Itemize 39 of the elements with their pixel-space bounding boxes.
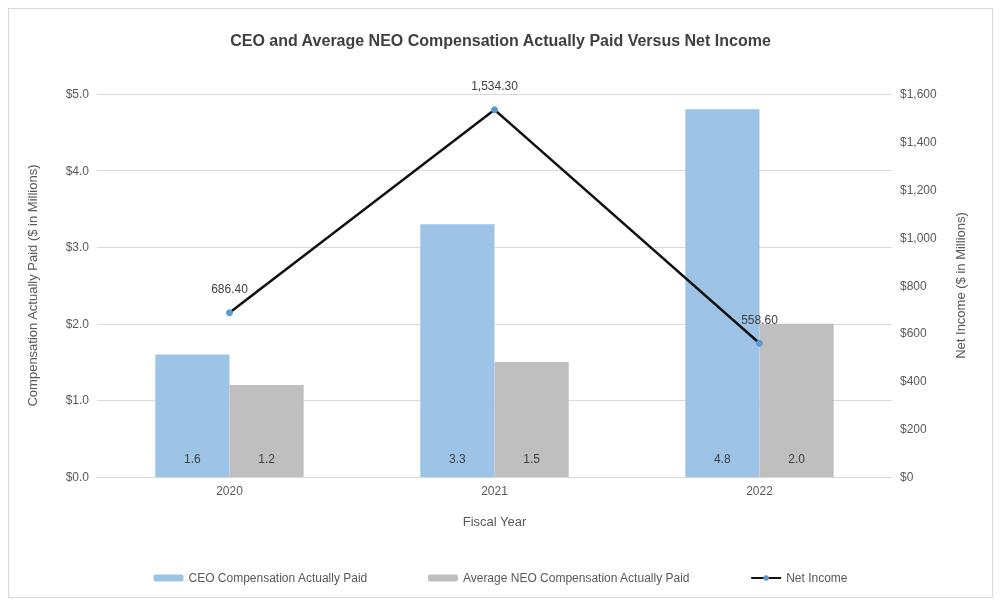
y2-tick-label: $1,200 bbox=[900, 182, 938, 197]
x-axis-title: Fiscal Year bbox=[462, 514, 527, 529]
data-label: 1.6 bbox=[184, 452, 202, 466]
y-tick-label: $2.0 bbox=[65, 316, 90, 331]
x-tick-label: 2021 bbox=[481, 484, 509, 498]
y-tick-label: $4.0 bbox=[65, 163, 90, 178]
y2-tick-label: $800 bbox=[900, 278, 928, 293]
y-tick-label: $1.0 bbox=[65, 393, 90, 408]
data-label: 3.3 bbox=[449, 452, 467, 466]
bar bbox=[759, 323, 834, 477]
y2-tick-label: $200 bbox=[900, 422, 928, 437]
legend-label: Average NEO Compensation Actually Paid bbox=[462, 571, 690, 585]
bar bbox=[420, 224, 495, 477]
y2-tick-label: $400 bbox=[900, 374, 928, 389]
y-tick-label: $3.0 bbox=[65, 240, 90, 255]
y2-tick-label: $600 bbox=[900, 326, 928, 341]
bar bbox=[494, 362, 569, 477]
legend-label: CEO Compensation Actually Paid bbox=[188, 571, 368, 585]
y2-axis-title: Net Income ($ in Millions) bbox=[953, 212, 968, 359]
data-label: 1,534.30 bbox=[471, 79, 519, 94]
data-label: 1.2 bbox=[258, 452, 276, 466]
bar bbox=[229, 385, 304, 477]
data-label: 4.8 bbox=[714, 452, 732, 466]
y2-tick-label: $0 bbox=[900, 470, 914, 484]
data-label: 558.60 bbox=[741, 312, 779, 327]
data-label: 2.0 bbox=[788, 452, 806, 466]
x-tick-label: 2022 bbox=[746, 484, 774, 498]
y2-tick-label: $1,400 bbox=[900, 134, 938, 149]
data-label: 1.5 bbox=[523, 452, 541, 466]
y-tick-label: $5.0 bbox=[65, 87, 90, 101]
y-tick-label: $0.0 bbox=[65, 470, 90, 484]
y2-tick-label: $1,000 bbox=[900, 230, 938, 245]
x-tick-label: 2020 bbox=[216, 484, 244, 498]
bar bbox=[155, 354, 230, 477]
legend-label: Net Income bbox=[786, 571, 848, 585]
data-label: 686.40 bbox=[211, 282, 249, 297]
y-axis-title: Compensation Actually Paid ($ in Millions) bbox=[25, 164, 40, 407]
y2-tick-label: $1,600 bbox=[900, 87, 938, 101]
chart-title: CEO and Average NEO Compensation Actually Paid Versus Net Income bbox=[230, 31, 771, 49]
